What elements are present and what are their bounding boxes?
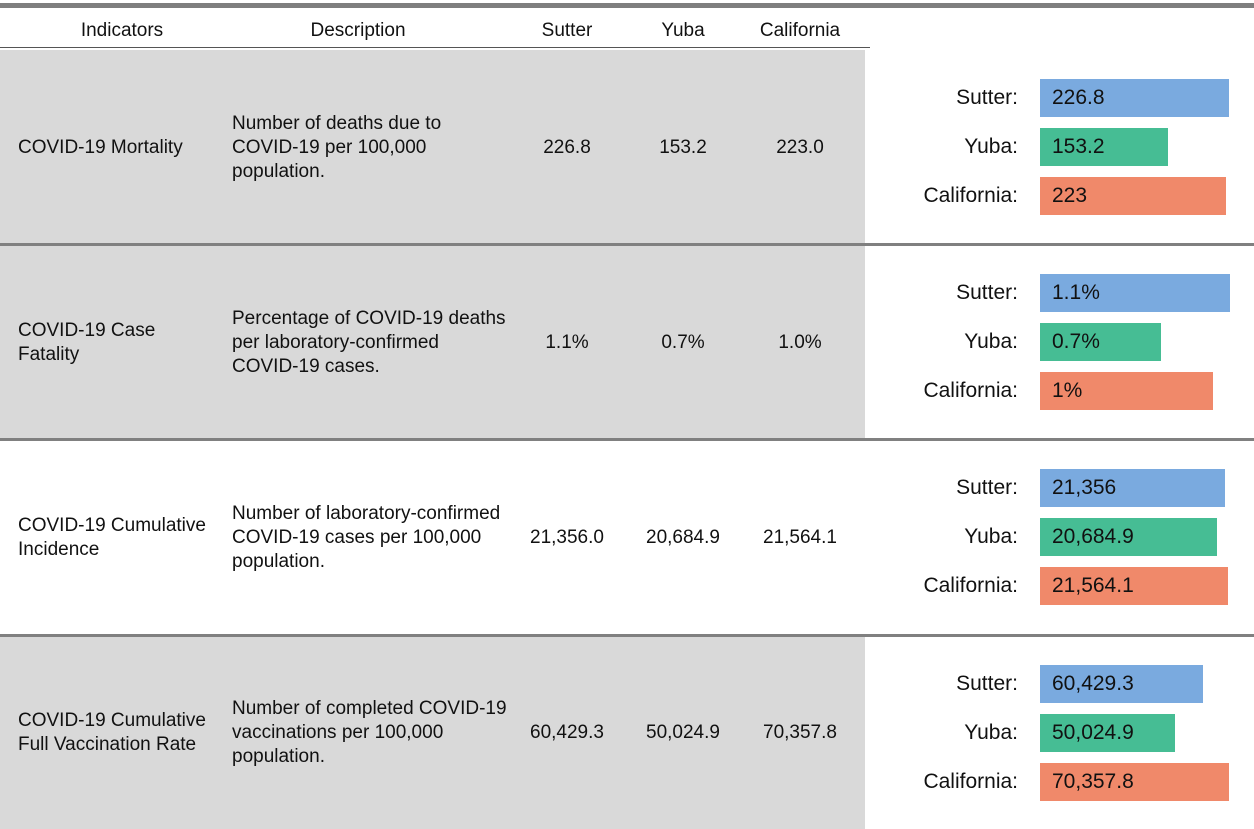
row-background bbox=[0, 636, 865, 829]
bar-category: California: bbox=[923, 770, 1018, 793]
bar bbox=[1040, 763, 1230, 801]
value-cell: 153.2 bbox=[659, 136, 707, 158]
bar-category: California: bbox=[923, 574, 1018, 597]
row-background bbox=[0, 440, 865, 636]
description: Number of completed COVID-19 vaccination… bbox=[232, 697, 507, 767]
header-cell: California bbox=[759, 20, 841, 41]
bar-value-label: 60,429.3 bbox=[1052, 672, 1134, 695]
value-cell: 21,356.0 bbox=[530, 527, 604, 548]
bar-value-label: 21,564.1 bbox=[1052, 574, 1134, 597]
description: Number of laboratory-confirmed COVID-19 … bbox=[232, 503, 501, 572]
value-cell: 1.0% bbox=[778, 331, 822, 353]
description: Percentage of COVID-19 deaths per labora… bbox=[232, 307, 506, 377]
bar-value-label: 70,357.8 bbox=[1052, 770, 1134, 793]
bar bbox=[1040, 372, 1213, 410]
bar bbox=[1040, 665, 1203, 703]
bar bbox=[1040, 177, 1226, 215]
bar-value-label: 153.2 bbox=[1052, 135, 1105, 158]
value-cell: 50,024.9 bbox=[646, 721, 720, 743]
value-cell: 60,429.3 bbox=[530, 721, 604, 743]
value-cell: 226.8 bbox=[543, 136, 591, 158]
bar-category: Yuba: bbox=[964, 135, 1018, 158]
value-cell: 21,564.1 bbox=[763, 527, 837, 548]
header-cell: Sutter bbox=[541, 20, 593, 41]
bar-category: Yuba: bbox=[964, 330, 1018, 353]
row-rule bbox=[0, 634, 1254, 637]
indicator: COVID-19 Cumulative Incidence bbox=[18, 515, 206, 560]
bar-category: Sutter: bbox=[956, 86, 1018, 109]
indicator: COVID-19 Case Fatality bbox=[18, 319, 156, 365]
bar-value-label: 223 bbox=[1052, 184, 1088, 207]
indicator: COVID-19 Cumulative Full Vaccination Rat… bbox=[18, 709, 206, 755]
header-rule bbox=[0, 47, 870, 48]
bar bbox=[1040, 323, 1161, 361]
description: Number of deaths due to COVID-19 per 100… bbox=[232, 112, 442, 182]
bar-category: Yuba: bbox=[964, 525, 1018, 548]
bar-value-label: 50,024.9 bbox=[1052, 721, 1134, 744]
bar-value-label: 20,684.9 bbox=[1052, 525, 1134, 548]
row-rule bbox=[0, 438, 1254, 441]
bar-category: Sutter: bbox=[956, 281, 1018, 304]
indicator: COVID-19 Mortality bbox=[18, 136, 183, 158]
row-rule bbox=[0, 243, 1254, 246]
bar-value-label: 1% bbox=[1052, 379, 1083, 402]
bar bbox=[1040, 128, 1168, 166]
bar-value-label: 1.1% bbox=[1052, 281, 1100, 304]
bar bbox=[1040, 274, 1230, 312]
header-cell: Description bbox=[310, 20, 406, 41]
bar-category: Sutter: bbox=[956, 476, 1018, 499]
bar-value-label: 226.8 bbox=[1052, 86, 1105, 109]
header-cell: Indicators bbox=[80, 20, 164, 41]
bar-value-label: 0.7% bbox=[1052, 330, 1100, 353]
bar bbox=[1040, 79, 1229, 117]
bar-category: Yuba: bbox=[964, 721, 1018, 744]
value-cell: 70,357.8 bbox=[763, 721, 837, 743]
bar-value-label: 21,356 bbox=[1052, 476, 1117, 499]
value-cell: 1.1% bbox=[545, 331, 589, 353]
value-cell: 223.0 bbox=[776, 136, 824, 158]
bar-category: Sutter: bbox=[956, 672, 1018, 695]
top-rule bbox=[0, 3, 1254, 8]
row-background bbox=[0, 245, 865, 440]
header-cell: Yuba bbox=[661, 20, 705, 41]
bar bbox=[1040, 518, 1217, 556]
value-cell: 0.7% bbox=[661, 331, 705, 353]
bar bbox=[1040, 567, 1229, 605]
value-cell: 20,684.9 bbox=[646, 527, 720, 548]
row-background bbox=[0, 50, 865, 245]
bar bbox=[1040, 469, 1226, 507]
bar-category: California: bbox=[923, 184, 1018, 207]
bar bbox=[1040, 714, 1175, 752]
bar-category: California: bbox=[923, 379, 1018, 402]
